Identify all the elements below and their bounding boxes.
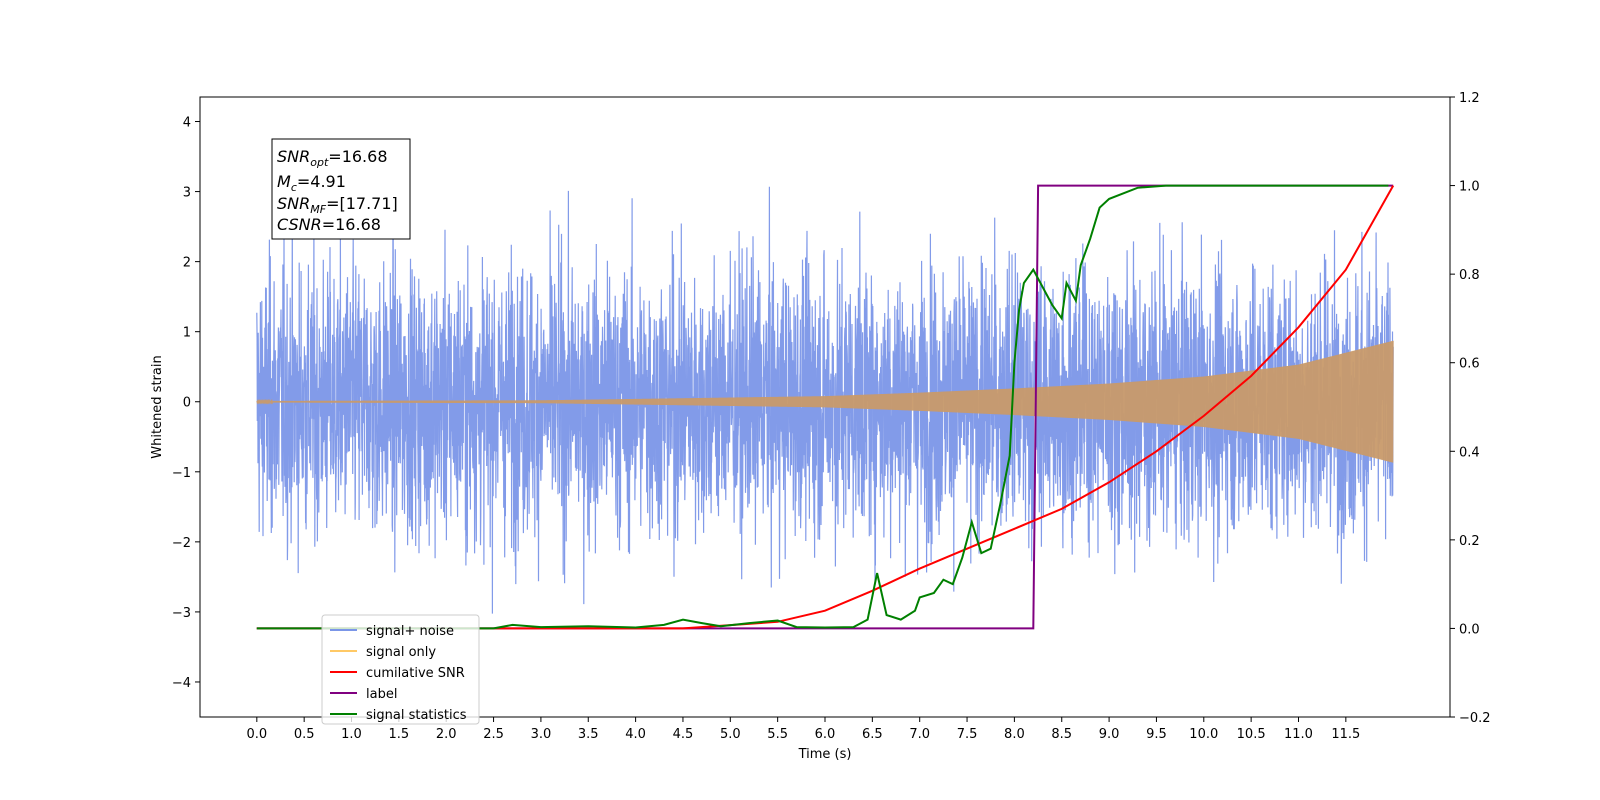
x-tick-label: 9.0: [1099, 727, 1120, 742]
legend-label: signal statistics: [366, 708, 467, 723]
legend-label: label: [366, 687, 397, 702]
signal-only-series: [256, 340, 1394, 463]
x-tick-label: 9.5: [1146, 727, 1167, 742]
y-axis-ticks: 4 3 2 1 0 −1 −2 −3 −4: [172, 116, 200, 691]
legend: signal+ noise signal only cumilative SNR la…: [321, 614, 480, 725]
mc-value: 4.91: [310, 172, 346, 191]
x-tick-label: 7.0: [909, 727, 930, 742]
y2-tick-label: 1.0: [1459, 180, 1480, 195]
csnr-value: 16.68: [335, 215, 381, 234]
y2-tick-label: 0.6: [1459, 357, 1480, 372]
signal-statistics-series: [256, 184, 1389, 630]
y-tick-label: −3: [172, 606, 191, 621]
series-layer: [256, 184, 1395, 630]
x-tick-label: 8.0: [1004, 727, 1025, 742]
x-tick-label: 10.5: [1237, 727, 1266, 742]
x-axis-ticks: 0.0 0.5 1.0 1.5 2.0 2.5 3.0 3.5 4.0 4.5 5.0 5.5 6.0 6…: [246, 717, 1360, 742]
legend-label: cumilative SNR: [366, 666, 465, 681]
y-axis-label: Whitened strain: [150, 355, 165, 458]
legend-label: signal only: [366, 645, 436, 660]
x-tick-label: 5.0: [720, 727, 741, 742]
legend-label: signal+ noise: [366, 624, 454, 639]
x-tick-label: 11.5: [1331, 727, 1360, 742]
x-tick-label: 5.5: [767, 727, 788, 742]
y2-axis-ticks: 1.2 1.0 0.8 0.6 0.4 0.2 0.0 −0.2: [1450, 91, 1491, 726]
stats-annotation-box: SNRopt=16.68 Mc=4.91 SNRMF=[17.71] CSNR=…: [271, 138, 411, 240]
mc-annotation: Mc=4.91: [277, 172, 346, 194]
x-tick-label: 2.5: [483, 727, 504, 742]
x-tick-label: 1.0: [341, 727, 362, 742]
noise-series: [256, 186, 1394, 614]
x-tick-label: 6.0: [815, 727, 836, 742]
x-tick-label: 11.0: [1284, 727, 1313, 742]
y2-tick-label: −0.2: [1459, 711, 1491, 726]
y-tick-label: 2: [183, 256, 191, 271]
snr-opt-annotation: SNRopt=16.68: [277, 147, 388, 169]
y-tick-label: −1: [172, 466, 191, 481]
x-axis-label: Time (s): [798, 747, 852, 762]
x-tick-label: 3.5: [578, 727, 599, 742]
y-tick-label: 4: [183, 116, 191, 131]
y2-tick-label: 0.0: [1459, 622, 1480, 637]
y2-tick-label: 0.2: [1459, 534, 1480, 549]
x-tick-label: 2.0: [436, 727, 457, 742]
cumulative-snr-series: [256, 185, 1395, 630]
y2-tick-label: 1.2: [1459, 91, 1480, 106]
x-tick-label: 4.0: [625, 727, 646, 742]
x-tick-label: 8.5: [1051, 727, 1072, 742]
snr-mf-annotation: SNRMF=[17.71]: [277, 194, 398, 216]
y-tick-label: 1: [183, 326, 191, 341]
x-tick-label: 0.0: [246, 727, 267, 742]
x-tick-label: 4.5: [673, 727, 694, 742]
snr-mf-value: [17.71]: [339, 194, 397, 213]
y-tick-label: 0: [183, 396, 191, 411]
x-tick-label: 10.0: [1189, 727, 1218, 742]
snr-opt-value: 16.68: [342, 147, 388, 166]
x-tick-label: 3.0: [531, 727, 552, 742]
y-tick-label: 3: [183, 186, 191, 201]
y-tick-label: −4: [172, 676, 191, 691]
x-tick-label: 6.5: [862, 727, 883, 742]
x-tick-label: 1.5: [389, 727, 410, 742]
x-tick-label: 0.5: [294, 727, 315, 742]
y-tick-label: −2: [172, 536, 191, 551]
y2-tick-label: 0.4: [1459, 445, 1480, 460]
csnr-annotation: CSNR=16.68: [277, 215, 381, 234]
y2-tick-label: 0.8: [1459, 268, 1480, 283]
x-tick-label: 7.5: [957, 727, 978, 742]
